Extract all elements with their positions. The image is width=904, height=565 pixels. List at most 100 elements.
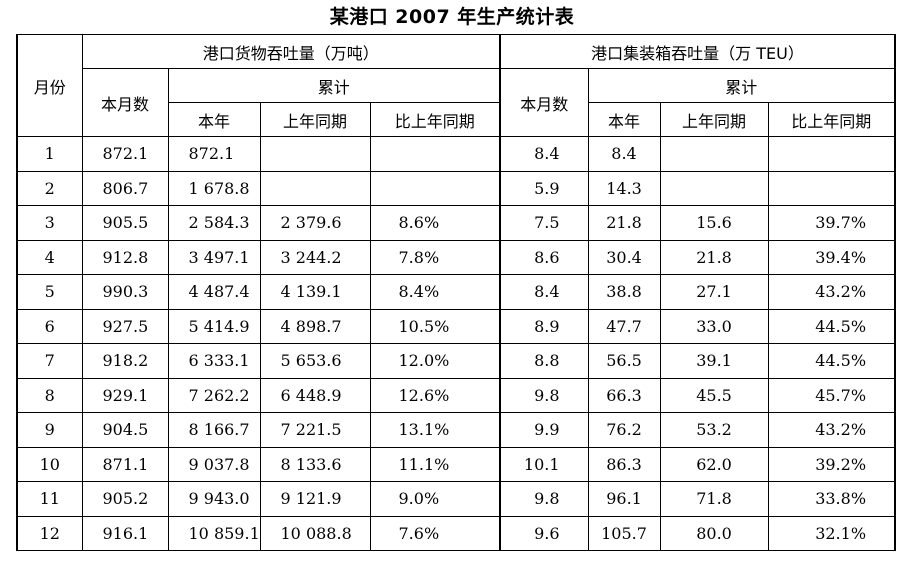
cargo-pct-cell: 7.6% (369, 515, 501, 551)
container-last-cell: 62.0 (659, 446, 769, 482)
table-row: 12 916.1 10 859.1 10 088.8 7.6% 9.6 105.… (16, 515, 897, 551)
cargo-last-cell: 5 653.6 (259, 343, 371, 379)
container-pct-cell: 32.1% (767, 515, 897, 551)
cargo-month-cell: 927.5 (81, 308, 169, 344)
table-row: 7 918.2 6 333.1 5 653.6 12.0% 8.8 56.5 3… (16, 343, 897, 379)
container-pct-cell: 39.4% (767, 239, 897, 275)
container-pct-cell: 44.5% (767, 343, 897, 379)
cargo-month-cell: 990.3 (81, 274, 169, 310)
cargo-vs-last-year-header: 比上年同期 (369, 102, 501, 137)
container-year-cell: 56.5 (587, 343, 661, 379)
cargo-pct-cell: 7.8% (369, 239, 501, 275)
container-month-cell: 8.8 (499, 343, 589, 379)
container-year-cell: 76.2 (587, 412, 661, 448)
cargo-cumulative-header: 累计 (167, 68, 501, 103)
container-month-cell: 9.6 (499, 515, 589, 551)
table-row: 2 806.7 1 678.8 5.9 14.3 (16, 170, 897, 206)
table-row: 3 905.5 2 584.3 2 379.6 8.6% 7.5 21.8 15… (16, 205, 897, 241)
cargo-last-cell: 8 133.6 (259, 446, 371, 482)
cargo-last-cell (259, 136, 371, 172)
container-cumulative-header: 累计 (587, 68, 897, 103)
cargo-last-cell: 10 088.8 (259, 515, 371, 551)
cargo-month-cell: 916.1 (81, 515, 169, 551)
cargo-month-cell: 872.1 (81, 136, 169, 172)
container-year-cell: 86.3 (587, 446, 661, 482)
container-pct-cell: 44.5% (767, 308, 897, 344)
cargo-year-cell: 1 678.8 (167, 170, 261, 206)
container-year-cell: 8.4 (587, 136, 661, 172)
table-row: 11 905.2 9 943.0 9 121.9 9.0% 9.8 96.1 7… (16, 481, 897, 517)
container-last-cell: 33.0 (659, 308, 769, 344)
cargo-year-cell: 6 333.1 (167, 343, 261, 379)
cargo-month-cell: 905.5 (81, 205, 169, 241)
container-vs-last-year-header: 比上年同期 (767, 102, 897, 137)
header-row-1: 月份 港口货物吞吐量（万吨） 港口集装箱吞吐量（万 TEU） (16, 34, 897, 137)
cargo-year-cell: 872.1 (167, 136, 261, 172)
container-pct-cell: 43.2% (767, 274, 897, 310)
month-cell: 10 (16, 446, 83, 482)
month-cell: 3 (16, 205, 83, 241)
table-row: 9 904.5 8 166.7 7 221.5 13.1% 9.9 76.2 5… (16, 412, 897, 448)
header-row-2: 本月数 累计 本月数 累计 (17, 68, 897, 137)
document-title: 某港口 2007 年生产统计表 (329, 6, 575, 28)
cargo-last-cell: 4 139.1 (259, 274, 371, 310)
cargo-month-cell: 904.5 (81, 412, 169, 448)
container-month-cell: 9.8 (499, 481, 589, 517)
cargo-pct-cell: 13.1% (369, 412, 501, 448)
cargo-last-cell: 9 121.9 (259, 481, 371, 517)
cargo-month-cell: 905.2 (81, 481, 169, 517)
cargo-group-header: 港口货物吞吐量（万吨） (81, 34, 501, 69)
port-statistics-table: 月份 港口货物吞吐量（万吨） 港口集装箱吞吐量（万 TEU） 本月数 累计 本月… (16, 34, 897, 551)
container-last-cell: 39.1 (659, 343, 769, 379)
container-pct-cell: 39.7% (767, 205, 897, 241)
container-last-cell: 53.2 (659, 412, 769, 448)
month-cell: 7 (16, 343, 83, 379)
month-cell: 2 (16, 170, 83, 206)
container-this-year-header: 本年 (587, 102, 661, 137)
container-month-cell: 5.9 (499, 170, 589, 206)
cargo-pct-cell: 12.0% (369, 343, 501, 379)
cargo-last-year-header: 上年同期 (259, 102, 371, 137)
header-row-3: 本年 上年同期 比上年同期 本年 上年同期 比上年同期 (17, 102, 897, 137)
container-this-month-header: 本月数 (499, 68, 589, 137)
container-year-cell: 30.4 (587, 239, 661, 275)
container-month-cell: 9.8 (499, 377, 589, 413)
container-year-cell: 38.8 (587, 274, 661, 310)
cargo-year-cell: 3 497.1 (167, 239, 261, 275)
container-last-cell: 27.1 (659, 274, 769, 310)
container-last-cell: 45.5 (659, 377, 769, 413)
table-row: 4 912.8 3 497.1 3 244.2 7.8% 8.6 30.4 21… (16, 239, 897, 275)
container-last-year-header: 上年同期 (659, 102, 769, 137)
container-pct-cell (767, 170, 897, 206)
cargo-month-cell: 806.7 (81, 170, 169, 206)
cargo-year-cell: 8 166.7 (167, 412, 261, 448)
container-year-cell: 47.7 (587, 308, 661, 344)
table-row: 6 927.5 5 414.9 4 898.7 10.5% 8.9 47.7 3… (16, 308, 897, 344)
container-month-cell: 8.4 (499, 274, 589, 310)
cargo-last-cell (259, 170, 371, 206)
container-month-cell: 8.4 (499, 136, 589, 172)
table-row: 5 990.3 4 487.4 4 139.1 8.4% 8.4 38.8 27… (16, 274, 897, 310)
container-group-header: 港口集装箱吞吐量（万 TEU） (499, 34, 897, 69)
container-year-cell: 21.8 (587, 205, 661, 241)
container-pct-cell: 45.7% (767, 377, 897, 413)
cargo-last-cell: 4 898.7 (259, 308, 371, 344)
cargo-last-cell: 6 448.9 (259, 377, 371, 413)
cargo-year-cell: 10 859.1 (167, 515, 261, 551)
container-last-cell: 80.0 (659, 515, 769, 551)
table-row: 10 871.1 9 037.8 8 133.6 11.1% 10.1 86.3… (16, 446, 897, 482)
month-cell: 1 (16, 136, 83, 172)
cargo-last-cell: 2 379.6 (259, 205, 371, 241)
cargo-pct-cell: 11.1% (369, 446, 501, 482)
cargo-pct-cell (369, 170, 501, 206)
month-header: 月份 (16, 34, 83, 137)
container-last-cell: 15.6 (659, 205, 769, 241)
cargo-pct-cell (369, 136, 501, 172)
cargo-year-cell: 2 584.3 (167, 205, 261, 241)
cargo-this-year-header: 本年 (167, 102, 261, 137)
cargo-month-cell: 912.8 (81, 239, 169, 275)
container-month-cell: 8.6 (499, 239, 589, 275)
container-month-cell: 7.5 (499, 205, 589, 241)
container-year-cell: 105.7 (587, 515, 661, 551)
month-cell: 4 (16, 239, 83, 275)
